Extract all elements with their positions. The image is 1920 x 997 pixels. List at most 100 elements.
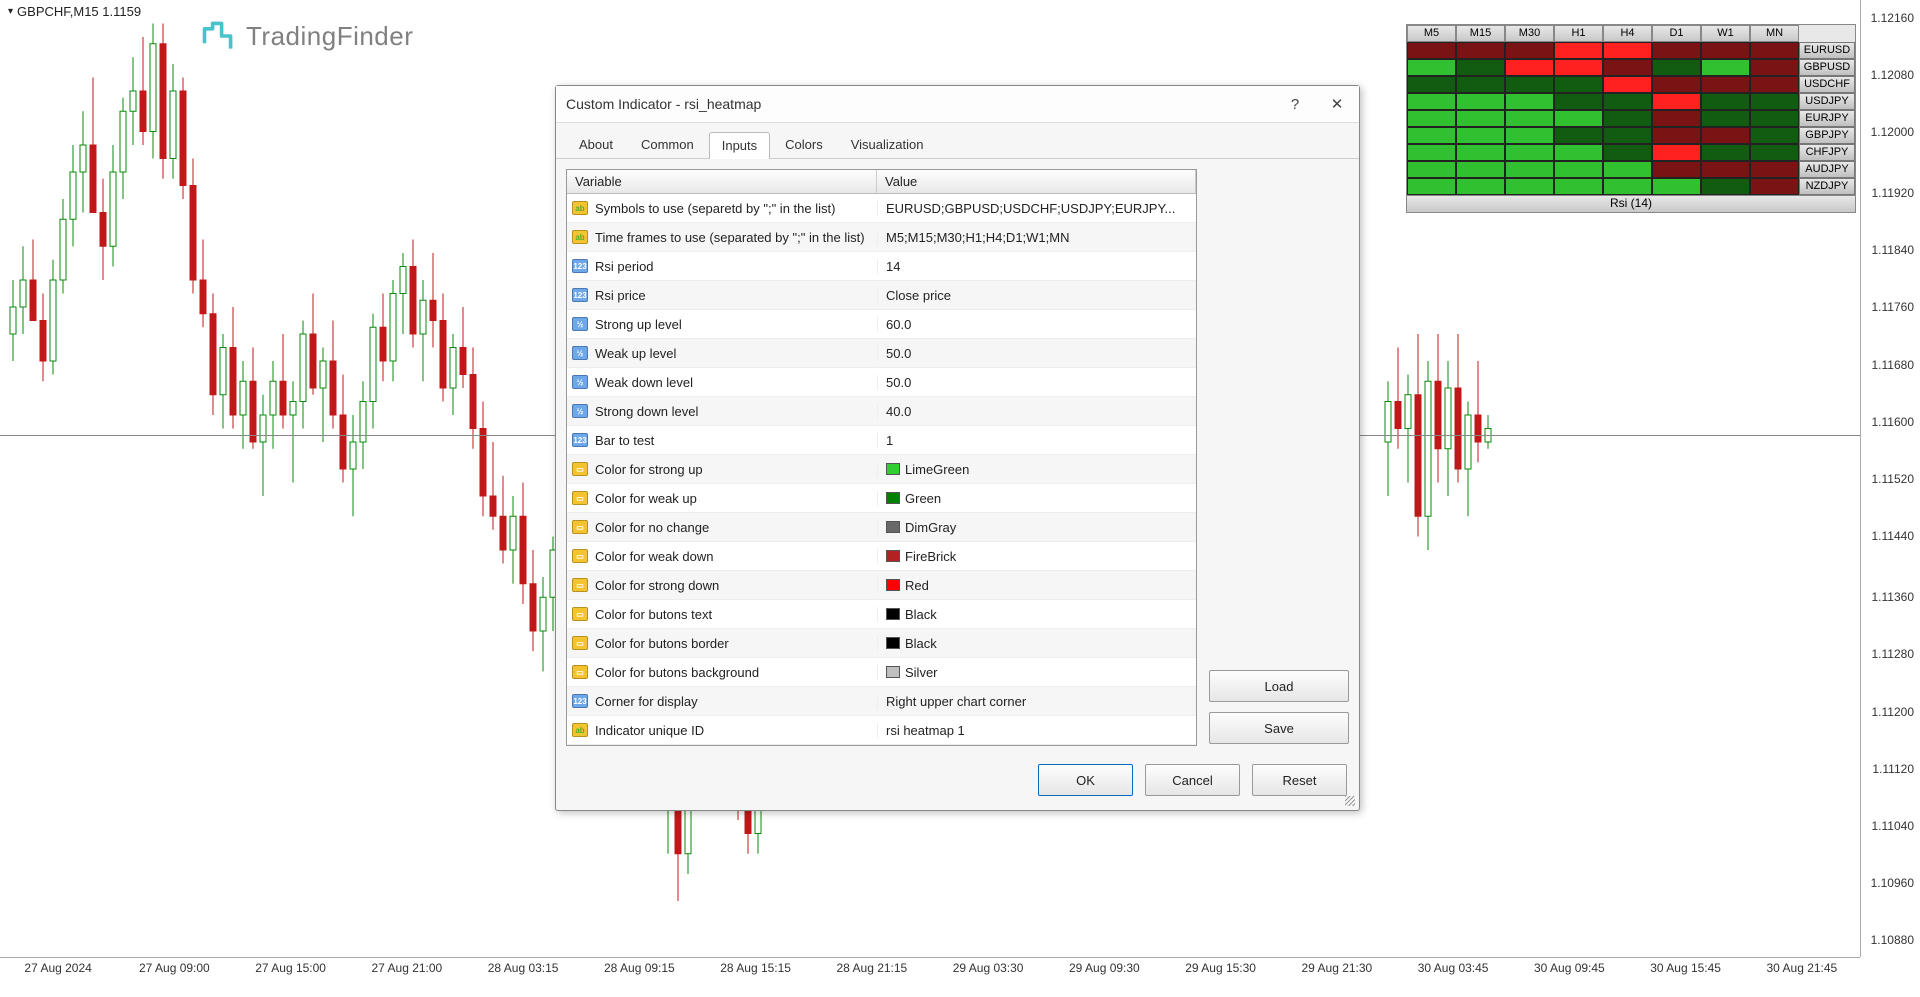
heatmap-cell[interactable]: [1603, 42, 1652, 59]
param-value[interactable]: Right upper chart corner: [877, 694, 1196, 709]
heatmap-symbol-EURUSD[interactable]: EURUSD: [1799, 42, 1855, 59]
heatmap-cell[interactable]: [1407, 59, 1456, 76]
heatmap-tf-H4[interactable]: H4: [1603, 25, 1652, 42]
heatmap-cell[interactable]: [1701, 178, 1750, 195]
heatmap-cell[interactable]: [1652, 76, 1701, 93]
heatmap-cell[interactable]: [1554, 59, 1603, 76]
param-row[interactable]: 123Rsi priceClose price: [567, 281, 1196, 310]
heatmap-cell[interactable]: [1603, 144, 1652, 161]
param-value[interactable]: 40.0: [877, 404, 1196, 419]
heatmap-cell[interactable]: [1701, 161, 1750, 178]
heatmap-cell[interactable]: [1750, 144, 1799, 161]
heatmap-cell[interactable]: [1554, 178, 1603, 195]
param-row[interactable]: ▭Color for weak upGreen: [567, 484, 1196, 513]
heatmap-cell[interactable]: [1554, 127, 1603, 144]
heatmap-cell[interactable]: [1701, 76, 1750, 93]
param-row[interactable]: ½Weak down level50.0: [567, 368, 1196, 397]
heatmap-cell[interactable]: [1505, 178, 1554, 195]
heatmap-cell[interactable]: [1652, 59, 1701, 76]
heatmap-cell[interactable]: [1701, 127, 1750, 144]
param-row[interactable]: 123Bar to test1: [567, 426, 1196, 455]
param-value[interactable]: 50.0: [877, 346, 1196, 361]
heatmap-tf-M30[interactable]: M30: [1505, 25, 1554, 42]
param-value[interactable]: Green: [877, 491, 1196, 506]
param-row[interactable]: abSymbols to use (separetd by ";" in the…: [567, 194, 1196, 223]
param-value[interactable]: EURUSD;GBPUSD;USDCHF;USDJPY;EURJPY...: [877, 201, 1196, 216]
param-value[interactable]: FireBrick: [877, 549, 1196, 564]
heatmap-cell[interactable]: [1407, 76, 1456, 93]
param-value[interactable]: 1: [877, 433, 1196, 448]
header-value[interactable]: Value: [877, 170, 1196, 193]
heatmap-cell[interactable]: [1407, 161, 1456, 178]
heatmap-symbol-GBPJPY[interactable]: GBPJPY: [1799, 127, 1855, 144]
heatmap-cell[interactable]: [1701, 144, 1750, 161]
cancel-button[interactable]: Cancel: [1145, 764, 1240, 796]
heatmap-cell[interactable]: [1505, 144, 1554, 161]
heatmap-cell[interactable]: [1652, 110, 1701, 127]
heatmap-cell[interactable]: [1652, 161, 1701, 178]
heatmap-cell[interactable]: [1750, 178, 1799, 195]
heatmap-tf-M15[interactable]: M15: [1456, 25, 1505, 42]
heatmap-cell[interactable]: [1456, 93, 1505, 110]
heatmap-cell[interactable]: [1456, 110, 1505, 127]
close-button[interactable]: ✕: [1325, 92, 1349, 116]
heatmap-tf-D1[interactable]: D1: [1652, 25, 1701, 42]
heatmap-cell[interactable]: [1456, 42, 1505, 59]
tab-colors[interactable]: Colors: [772, 131, 836, 158]
param-value[interactable]: M5;M15;M30;H1;H4;D1;W1;MN: [877, 230, 1196, 245]
save-button[interactable]: Save: [1209, 712, 1349, 744]
heatmap-cell[interactable]: [1652, 178, 1701, 195]
param-value[interactable]: 14: [877, 259, 1196, 274]
heatmap-cell[interactable]: [1456, 178, 1505, 195]
param-value[interactable]: LimeGreen: [877, 462, 1196, 477]
param-value[interactable]: rsi heatmap 1: [877, 723, 1196, 738]
heatmap-cell[interactable]: [1603, 110, 1652, 127]
heatmap-cell[interactable]: [1750, 42, 1799, 59]
param-row[interactable]: abTime frames to use (separated by ";" i…: [567, 223, 1196, 252]
param-value[interactable]: Black: [877, 607, 1196, 622]
param-row[interactable]: 123Corner for displayRight upper chart c…: [567, 687, 1196, 716]
param-row[interactable]: abIndicator unique IDrsi heatmap 1: [567, 716, 1196, 745]
heatmap-symbol-USDCHF[interactable]: USDCHF: [1799, 76, 1855, 93]
heatmap-cell[interactable]: [1603, 93, 1652, 110]
heatmap-cell[interactable]: [1603, 178, 1652, 195]
header-variable[interactable]: Variable: [567, 170, 877, 193]
heatmap-cell[interactable]: [1554, 42, 1603, 59]
chart-header[interactable]: ▾ GBPCHF,M15 1.1159: [0, 0, 149, 22]
heatmap-cell[interactable]: [1407, 127, 1456, 144]
param-row[interactable]: ▭Color for strong downRed: [567, 571, 1196, 600]
ok-button[interactable]: OK: [1038, 764, 1133, 796]
tab-common[interactable]: Common: [628, 131, 707, 158]
heatmap-cell[interactable]: [1505, 42, 1554, 59]
param-value[interactable]: 50.0: [877, 375, 1196, 390]
heatmap-cell[interactable]: [1701, 42, 1750, 59]
param-value[interactable]: Black: [877, 636, 1196, 651]
help-button[interactable]: ?: [1283, 92, 1307, 116]
heatmap-cell[interactable]: [1505, 76, 1554, 93]
heatmap-cell[interactable]: [1750, 93, 1799, 110]
heatmap-cell[interactable]: [1407, 178, 1456, 195]
param-value[interactable]: Close price: [877, 288, 1196, 303]
tab-about[interactable]: About: [566, 131, 626, 158]
heatmap-symbol-USDJPY[interactable]: USDJPY: [1799, 93, 1855, 110]
heatmap-cell[interactable]: [1505, 161, 1554, 178]
heatmap-cell[interactable]: [1554, 93, 1603, 110]
heatmap-cell[interactable]: [1652, 42, 1701, 59]
heatmap-cell[interactable]: [1750, 127, 1799, 144]
param-row[interactable]: ▭Color for butons textBlack: [567, 600, 1196, 629]
heatmap-cell[interactable]: [1456, 59, 1505, 76]
heatmap-cell[interactable]: [1505, 59, 1554, 76]
param-row[interactable]: ▭Color for weak downFireBrick: [567, 542, 1196, 571]
param-row[interactable]: ▭Color for strong upLimeGreen: [567, 455, 1196, 484]
heatmap-cell[interactable]: [1701, 110, 1750, 127]
heatmap-cell[interactable]: [1407, 144, 1456, 161]
heatmap-cell[interactable]: [1603, 127, 1652, 144]
heatmap-cell[interactable]: [1505, 110, 1554, 127]
heatmap-cell[interactable]: [1407, 42, 1456, 59]
heatmap-cell[interactable]: [1652, 144, 1701, 161]
heatmap-cell[interactable]: [1701, 93, 1750, 110]
reset-button[interactable]: Reset: [1252, 764, 1347, 796]
resize-grip-icon[interactable]: [1345, 796, 1355, 806]
param-row[interactable]: ½Strong down level40.0: [567, 397, 1196, 426]
heatmap-cell[interactable]: [1456, 144, 1505, 161]
